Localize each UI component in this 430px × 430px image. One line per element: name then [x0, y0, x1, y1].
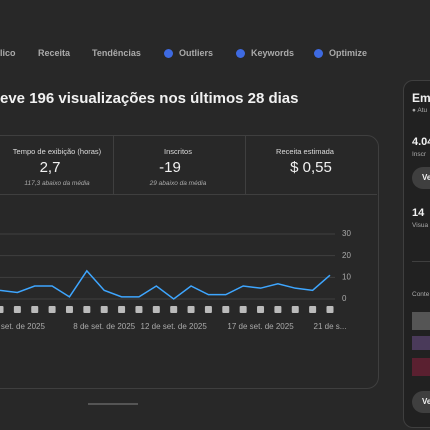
- button[interactable]: Ve: [412, 167, 430, 189]
- divider: [245, 136, 246, 194]
- thumbnail[interactable]: [412, 312, 430, 330]
- x-tick-label: de set. de 2025: [0, 322, 45, 331]
- metric-value: $ 0,55: [290, 159, 332, 176]
- divider: [412, 261, 430, 262]
- tab[interactable]: Tendências: [92, 48, 141, 58]
- video-marker: [31, 306, 39, 313]
- panel-title: Em: [412, 91, 430, 105]
- metric-label: Tempo de exibição (horas): [12, 147, 102, 156]
- y-tick-label: 0: [342, 294, 347, 303]
- stat-label: Inscr: [412, 151, 427, 158]
- x-tick-label: 21 de s...: [314, 322, 347, 331]
- video-marker: [48, 306, 56, 313]
- button[interactable]: Ve: [412, 391, 430, 413]
- video-marker: [222, 306, 230, 313]
- scroll-indicator: [88, 403, 138, 405]
- video-marker: [239, 306, 247, 313]
- metric-value: -19: [159, 159, 181, 176]
- metric-label: Receita estimada: [276, 147, 334, 156]
- video-marker: [152, 306, 160, 313]
- stat-value: 14: [412, 207, 425, 219]
- video-marker: [170, 306, 178, 313]
- video-marker: [65, 306, 73, 313]
- thumbnail[interactable]: [412, 336, 430, 350]
- video-marker: [204, 306, 212, 313]
- x-tick-label: 17 de set. de 2025: [227, 322, 294, 331]
- realtime-panel: Em ● Atu 4.04 Inscr Ve 14 Visua Conte Ve: [403, 80, 430, 428]
- tab-icon: [164, 49, 173, 58]
- status-text: Atu: [417, 107, 428, 114]
- panel-status: ● Atu: [412, 107, 428, 114]
- x-tick-label: 8 de set. de 2025: [73, 322, 135, 331]
- video-marker: [100, 306, 108, 313]
- x-tick-label: 12 de set. de 2025: [141, 322, 208, 331]
- metric-note: 29 abaixo da média: [149, 180, 207, 187]
- video-marker: [309, 306, 317, 313]
- tab[interactable]: lico: [0, 48, 16, 58]
- video-marker: [291, 306, 299, 313]
- stat-value: 4.04: [412, 136, 430, 148]
- tab[interactable]: Receita: [38, 48, 71, 58]
- y-tick-label: 20: [342, 251, 351, 260]
- tab-icon: [236, 49, 245, 58]
- thumbnail[interactable]: [412, 358, 430, 376]
- metric-note: 117,3 abaixo da média: [24, 180, 90, 187]
- y-tick-label: 10: [342, 272, 351, 281]
- tab[interactable]: Keywords: [251, 48, 295, 58]
- y-tick-label: 30: [342, 229, 351, 238]
- video-marker: [326, 306, 334, 313]
- video-marker: [13, 306, 21, 313]
- heading: eve 196 visualizações nos últimos 28 dia…: [0, 90, 299, 107]
- video-marker: [135, 306, 143, 313]
- tab[interactable]: Outliers: [179, 48, 214, 58]
- tab-icon: [314, 49, 323, 58]
- video-marker: [83, 306, 91, 313]
- video-marker: [274, 306, 282, 313]
- line-series: [0, 269, 331, 300]
- stat-label: Visua: [412, 222, 429, 229]
- video-marker: [187, 306, 195, 313]
- video-marker: [0, 306, 4, 313]
- tab[interactable]: Optimize: [329, 48, 368, 58]
- divider: [0, 194, 377, 195]
- section-label: Conte: [412, 291, 430, 298]
- metrics-card: [0, 135, 379, 389]
- divider: [113, 136, 114, 194]
- metric-value: 2,7: [39, 159, 61, 176]
- metric-label: Inscritos: [164, 147, 192, 156]
- video-marker: [118, 306, 126, 313]
- video-marker: [257, 306, 265, 313]
